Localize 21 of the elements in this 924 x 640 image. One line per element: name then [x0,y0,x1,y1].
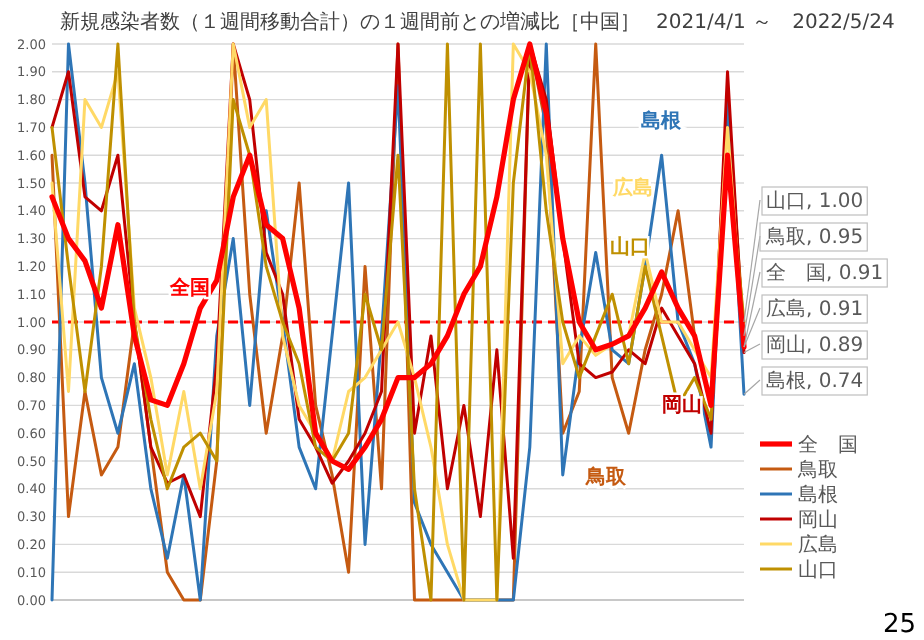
chart-title: 新規感染者数（１週間移動合計）の１週間前との増減比［中国］ [60,10,640,34]
annotation: 全国 [168,276,211,301]
data-label: 岡山, 0.89 [766,333,864,357]
annotation: 山口 [609,234,650,259]
annotation: 鳥取 [583,465,628,490]
data-label: 全 国, 0.91 [766,261,884,285]
text: 25 [882,610,916,640]
data-label: 山口, 1.00 [766,189,864,213]
legend-label: 鳥取 [796,458,838,482]
legend-label: 島根 [798,483,838,507]
annotation: 広島 [611,176,654,201]
annotation: 島根 [640,109,683,134]
chart-subtitle: 2021/4/1 ～ 2022/5/24 [656,12,895,34]
data-label: 鳥取, 0.95 [764,225,864,249]
legend-label: 山口 [798,558,838,582]
legend-label: 岡山 [798,508,838,532]
legend-label: 全 国 [798,433,858,457]
data-label: 広島, 0.91 [766,297,864,321]
data-label: 島根, 0.74 [766,369,864,393]
legend-label: 広島 [798,533,838,557]
annotation: 岡山 [661,392,702,417]
